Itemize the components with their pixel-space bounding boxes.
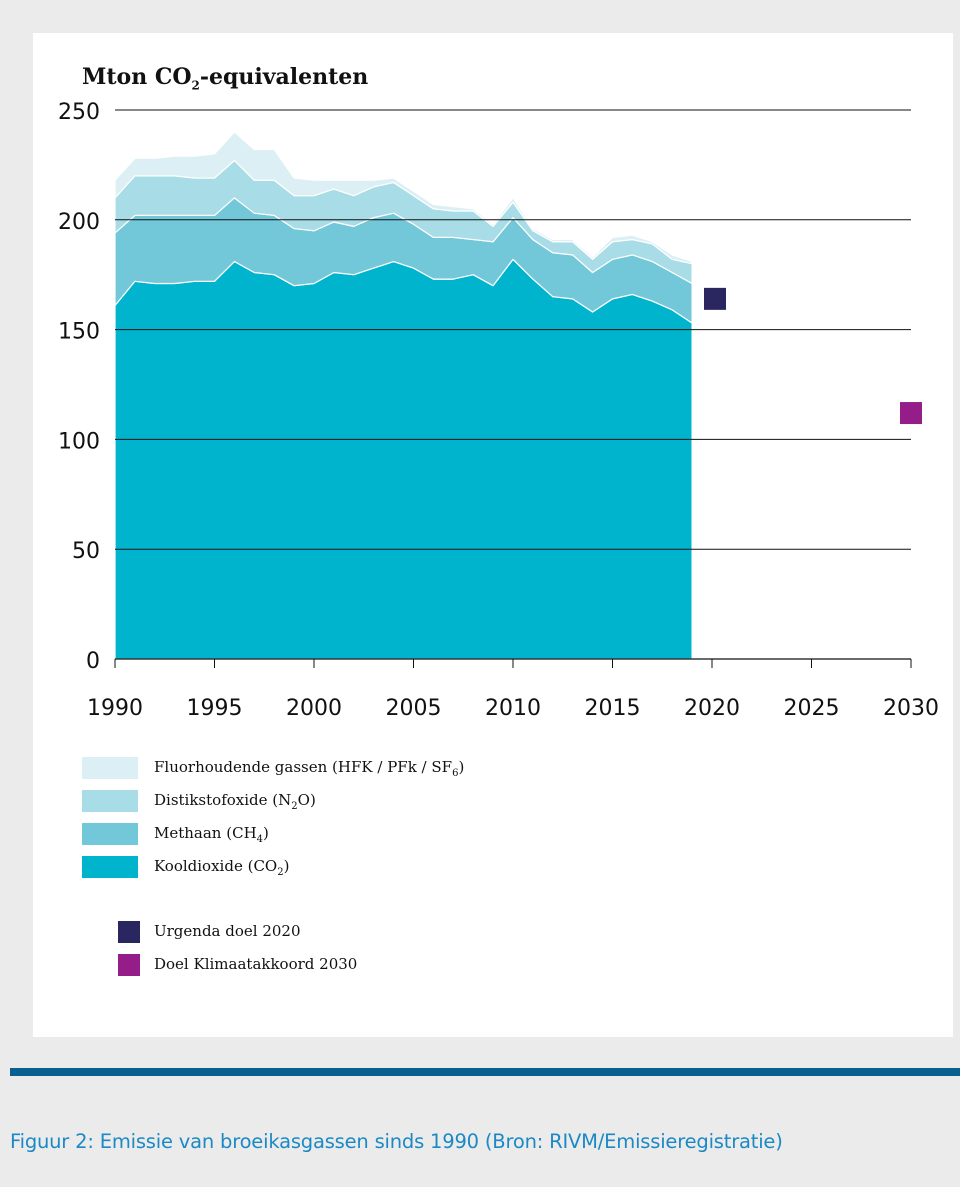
x-tick-label: 2005 (386, 696, 442, 721)
y-axis-label: Mton CO2-equivalenten (82, 64, 369, 93)
legend-label: Distikstofoxide (N2O) (154, 791, 316, 812)
legend-swatch (118, 954, 140, 976)
caption-text: Figuur 2: Emissie van broeikasgassen sin… (10, 1130, 783, 1153)
y-tick-label: 200 (58, 210, 100, 235)
x-tick-label: 2030 (883, 696, 939, 721)
legend-label: Methaan (CH4) (154, 824, 269, 845)
target-markers (704, 287, 922, 425)
legend-item-target: Urgenda doel 2020 (82, 919, 882, 952)
area-series-0 (114, 258, 693, 660)
y-tick-label: 50 (72, 539, 100, 564)
target-marker-2030 (900, 402, 922, 425)
x-tick-label: 2020 (684, 696, 740, 721)
legend-swatch (118, 921, 140, 943)
area-series-3 (114, 131, 693, 265)
y-tick-label: 250 (58, 100, 100, 125)
caption-divider (10, 1068, 960, 1076)
legend-label: Urgenda doel 2020 (154, 922, 301, 940)
legend-item-series: Fluorhoudende gassen (HFK / PFk / SF6) (82, 755, 882, 788)
legend-swatch (82, 757, 138, 779)
legend-swatch (82, 856, 138, 878)
legend-gap (82, 887, 882, 919)
axes: 0 50 100 150 200 250 1990 1995 2000 2005 2010 2015 2… (58, 100, 939, 721)
x-tick-label: 2010 (485, 696, 541, 721)
legend-label: Kooldioxide (CO2) (154, 857, 290, 878)
x-tick-label: 2025 (784, 696, 840, 721)
legend-label: Fluorhoudende gassen (HFK / PFk / SF6) (154, 758, 465, 779)
area-layers (114, 131, 693, 660)
y-tick-label: 150 (58, 320, 100, 345)
legend-swatch (82, 823, 138, 845)
legend-item-series: Methaan (CH4) (82, 821, 882, 854)
y-tick-label: 100 (58, 429, 100, 454)
y-tick-label: 0 (86, 649, 100, 674)
legend-item-target: Doel Klimaatakkoord 2030 (82, 952, 882, 985)
x-tick-label: 2000 (286, 696, 342, 721)
x-tick-label: 2015 (585, 696, 641, 721)
target-marker-2020 (704, 287, 726, 310)
x-tick-label: 1995 (187, 696, 243, 721)
legend-swatch (82, 790, 138, 812)
x-tick-label: 1990 (87, 696, 143, 721)
legend-item-series: Distikstofoxide (N2O) (82, 788, 882, 821)
legend-item-series: Kooldioxide (CO2) (82, 854, 882, 887)
legend: Fluorhoudende gassen (HFK / PFk / SF6) Di… (82, 755, 882, 985)
legend-label: Doel Klimaatakkoord 2030 (154, 955, 358, 973)
gridlines (115, 109, 911, 550)
